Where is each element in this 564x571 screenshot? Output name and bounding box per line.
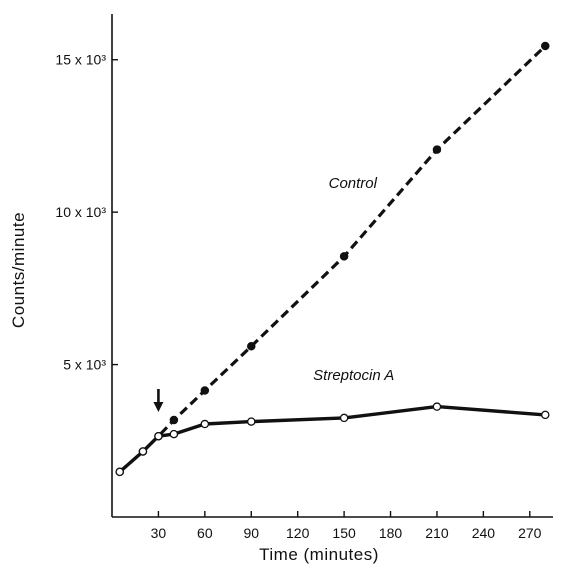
data-point-streptocin-a bbox=[432, 402, 442, 411]
data-point-control bbox=[247, 342, 256, 351]
series-layer bbox=[115, 41, 550, 477]
data-point-control bbox=[541, 41, 550, 51]
x-tick-label: 150 bbox=[332, 525, 356, 541]
series-label: Streptocin A bbox=[313, 367, 394, 384]
data-point-control bbox=[339, 252, 349, 261]
y-tick-label: 5 x 10³ bbox=[63, 357, 106, 373]
y-tick-label: 15 x 10³ bbox=[55, 52, 106, 68]
series-label: Control bbox=[329, 175, 378, 192]
data-point-streptocin-a bbox=[154, 431, 163, 441]
x-tick-label: 240 bbox=[472, 525, 496, 541]
data-point-streptocin-a bbox=[541, 410, 550, 420]
x-tick-label: 90 bbox=[243, 525, 259, 541]
data-point-streptocin-a bbox=[339, 413, 349, 423]
y-axis-title: Counts/minute bbox=[9, 212, 28, 328]
x-axis-title: Time (minutes) bbox=[259, 545, 379, 564]
data-point-streptocin-a bbox=[115, 467, 124, 477]
y-tick-label: 10 x 10³ bbox=[55, 204, 106, 220]
data-point-streptocin-a bbox=[138, 447, 148, 456]
x-tick-label: 270 bbox=[518, 525, 542, 541]
x-tick-label: 180 bbox=[379, 525, 403, 541]
data-point-control bbox=[432, 145, 442, 154]
ticks: 30 60 90 120 150 180 210 240 270 5 x 10³ 10 x 10³ 1… bbox=[55, 52, 541, 541]
series-line-streptocin-a bbox=[118, 404, 546, 474]
arrow-head-icon bbox=[153, 402, 164, 412]
x-tick-label: 210 bbox=[425, 525, 449, 541]
series-line-control bbox=[118, 44, 547, 474]
data-point-streptocin-a bbox=[169, 429, 179, 439]
data-point-streptocin-a bbox=[247, 417, 256, 426]
x-tick-label: 60 bbox=[197, 525, 213, 541]
axes bbox=[111, 14, 553, 518]
data-point-control bbox=[200, 386, 210, 395]
labels: Control Streptocin A bbox=[313, 175, 394, 384]
x-tick-label: 120 bbox=[286, 525, 310, 541]
x-tick-label: 30 bbox=[151, 525, 167, 541]
data-point-streptocin-a bbox=[200, 419, 210, 429]
data-point-control bbox=[169, 415, 179, 425]
